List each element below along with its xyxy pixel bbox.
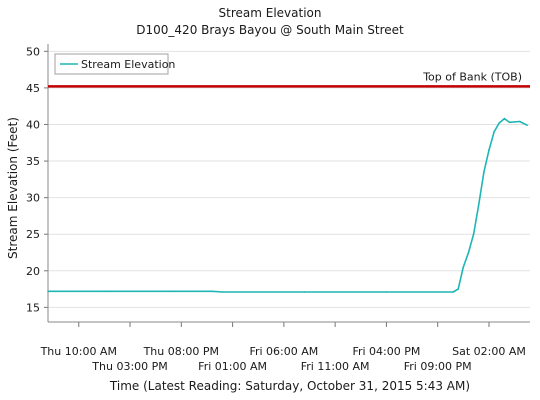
y-tick-label: 40 [26,118,40,131]
y-tick-label: 45 [26,82,40,95]
data-point [477,204,480,206]
reference-lines: Top of Bank (TOB) [48,70,530,88]
x-tick-label: Fri 06:00 AM [249,345,318,358]
x-axis-title: Time (Latest Reading: Saturday, October … [109,379,470,393]
data-point [385,291,388,293]
x-tick-label: Thu 10:00 AM [40,345,117,358]
grid-lines [48,50,530,308]
x-tick-label: Thu 08:00 PM [143,345,219,358]
data-point [493,131,495,133]
legend-entry: Stream Elevation [81,58,175,71]
data-point [462,266,465,268]
data-point [303,291,306,293]
tick-labels: 15 20 25 30 35 40 45 50 Thu 10:00 AM Thu 03:00 PM… [26,45,526,373]
data-point [452,291,454,293]
axes [44,44,530,327]
stream-elevation-line [48,117,528,293]
data-point [483,171,485,173]
data-point [108,290,111,293]
x-tick-label: Fri 01:00 AM [198,360,267,373]
series-layer [47,117,528,293]
data-point [467,251,470,254]
data-point [518,120,521,123]
legend-box [54,53,169,75]
data-point [457,288,460,290]
data-point [503,117,506,120]
x-tick-label: Sat 02:00 AM [452,345,526,358]
y-tick-label: 25 [26,228,40,241]
y-axis-title: Stream Elevation (Feet) [6,117,20,259]
data-point [221,291,224,293]
x-tick-label: Fri 04:00 PM [352,345,420,358]
data-point [170,290,172,293]
y-tick-label: 50 [26,45,40,58]
chart-title: Stream Elevation [219,6,322,20]
data-point [526,124,528,126]
x-tick-label: Fri 09:00 PM [404,360,472,373]
data-point [488,149,490,151]
y-tick-label: 35 [26,155,40,168]
data-point [472,233,475,235]
data-point [508,121,511,124]
data-point [47,290,49,293]
x-tick-label: Fri 11:00 AM [301,360,370,373]
data-point [498,122,501,124]
top-of-bank-label: Top of Bank (TOB) [422,70,522,83]
y-tick-label: 30 [26,192,40,205]
y-tick-label: 15 [26,301,40,314]
data-point [211,290,213,293]
chart-subtitle: D100_420 Brays Bayou @ South Main Street [136,23,404,37]
legend: Stream Elevation [54,53,175,75]
y-tick-label: 20 [26,265,40,278]
x-tick-label: Thu 03:00 PM [91,360,167,373]
